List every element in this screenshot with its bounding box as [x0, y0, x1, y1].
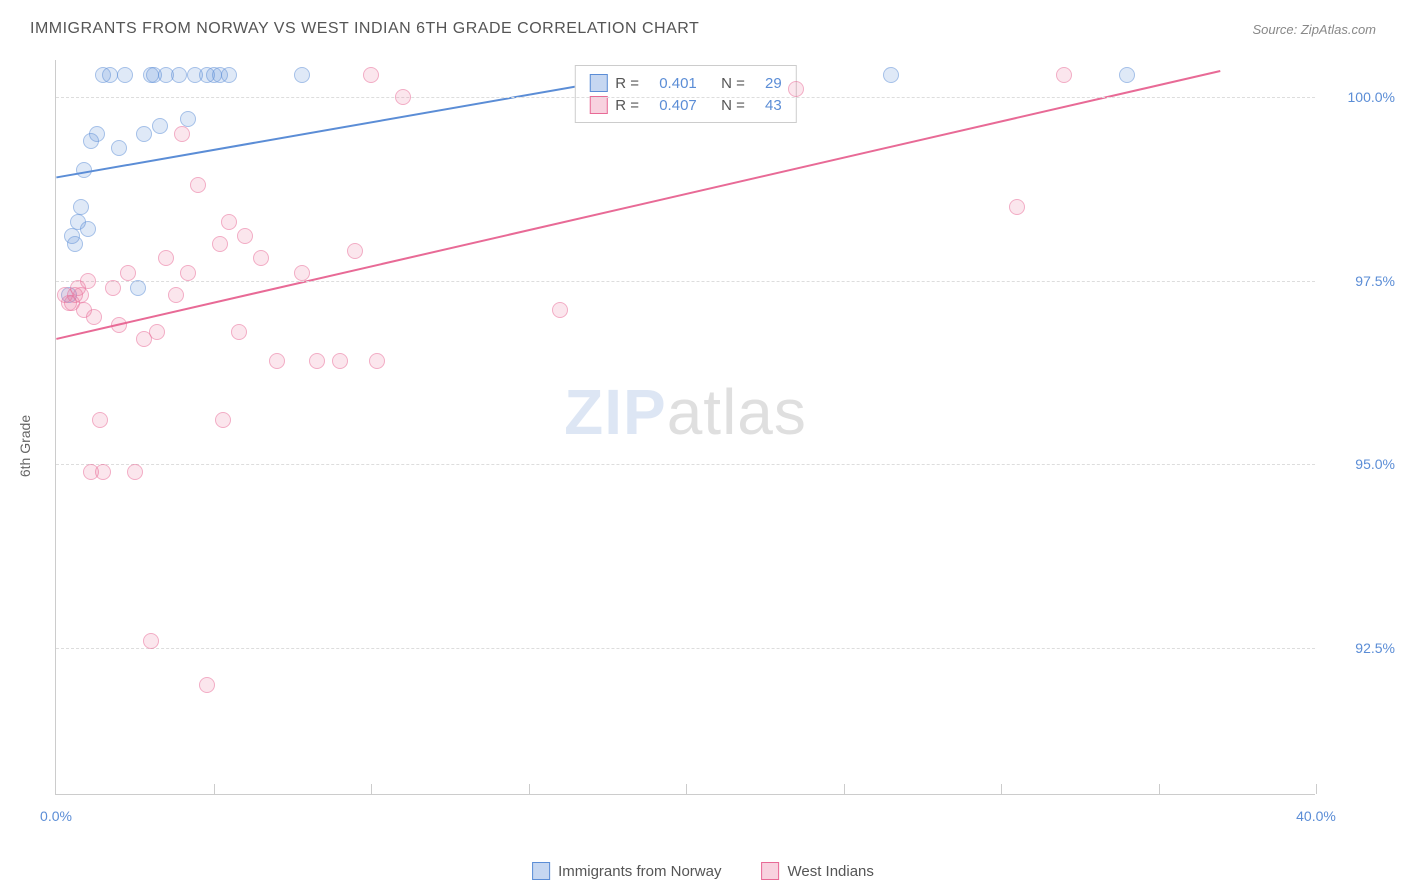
- data-point: [231, 324, 247, 340]
- data-point: [174, 126, 190, 142]
- data-point: [180, 265, 196, 281]
- data-point: [136, 126, 152, 142]
- y-tick-label: 92.5%: [1325, 640, 1395, 656]
- data-point: [111, 317, 127, 333]
- data-point: [86, 309, 102, 325]
- data-point: [80, 221, 96, 237]
- x-tick-label: 40.0%: [1296, 808, 1336, 824]
- swatch-norway-icon: [589, 74, 607, 92]
- data-point: [788, 81, 804, 97]
- data-point: [152, 118, 168, 134]
- x-gridmark: [371, 784, 372, 794]
- x-gridmark: [1001, 784, 1002, 794]
- data-point: [180, 111, 196, 127]
- y-tick-label: 95.0%: [1325, 456, 1395, 472]
- data-point: [294, 67, 310, 83]
- y-tick-label: 100.0%: [1325, 89, 1395, 105]
- swatch-norway-icon: [532, 862, 550, 880]
- swatch-westindian-icon: [589, 96, 607, 114]
- data-point: [395, 89, 411, 105]
- data-point: [1009, 199, 1025, 215]
- data-point: [237, 228, 253, 244]
- data-point: [117, 67, 133, 83]
- legend-row-norway: R = 0.401 N = 29: [589, 72, 781, 94]
- data-point: [1056, 67, 1072, 83]
- gridline: [56, 648, 1315, 649]
- data-point: [89, 126, 105, 142]
- data-point: [92, 412, 108, 428]
- x-gridmark: [214, 784, 215, 794]
- data-point: [120, 265, 136, 281]
- data-point: [158, 250, 174, 266]
- data-point: [190, 177, 206, 193]
- data-point: [67, 236, 83, 252]
- data-point: [212, 236, 228, 252]
- x-gridmark: [1159, 784, 1160, 794]
- data-point: [73, 199, 89, 215]
- data-point: [171, 67, 187, 83]
- data-point: [883, 67, 899, 83]
- data-point: [552, 302, 568, 318]
- swatch-westindian-icon: [761, 862, 779, 880]
- data-point: [294, 265, 310, 281]
- data-point: [363, 67, 379, 83]
- data-point: [215, 412, 231, 428]
- data-point: [95, 464, 111, 480]
- data-point: [102, 67, 118, 83]
- gridline: [56, 281, 1315, 282]
- data-point: [80, 273, 96, 289]
- data-point: [168, 287, 184, 303]
- data-point: [1119, 67, 1135, 83]
- data-point: [76, 162, 92, 178]
- data-point: [73, 287, 89, 303]
- data-point: [221, 67, 237, 83]
- y-axis-label: 6th Grade: [17, 415, 33, 477]
- data-point: [369, 353, 385, 369]
- gridline: [56, 464, 1315, 465]
- data-point: [130, 280, 146, 296]
- data-point: [105, 280, 121, 296]
- data-point: [347, 243, 363, 259]
- data-point: [111, 140, 127, 156]
- data-point: [143, 633, 159, 649]
- data-point: [309, 353, 325, 369]
- gridline: [56, 97, 1315, 98]
- x-gridmark: [844, 784, 845, 794]
- data-point: [127, 464, 143, 480]
- data-point: [199, 677, 215, 693]
- x-gridmark: [529, 784, 530, 794]
- data-point: [221, 214, 237, 230]
- trend-lines: [56, 60, 1315, 794]
- data-point: [269, 353, 285, 369]
- source-label: Source: ZipAtlas.com: [1252, 22, 1376, 37]
- x-tick-label: 0.0%: [40, 808, 72, 824]
- series-legend: Immigrants from Norway West Indians: [532, 862, 874, 880]
- x-gridmark: [686, 784, 687, 794]
- data-point: [332, 353, 348, 369]
- x-gridmark: [1316, 784, 1317, 794]
- y-tick-label: 97.5%: [1325, 273, 1395, 289]
- chart-title: IMMIGRANTS FROM NORWAY VS WEST INDIAN 6T…: [30, 20, 699, 38]
- data-point: [149, 324, 165, 340]
- data-point: [253, 250, 269, 266]
- chart-plot-area: ZIPatlas R = 0.401 N = 29 R = 0.407 N = …: [55, 60, 1315, 795]
- correlation-legend: R = 0.401 N = 29 R = 0.407 N = 43: [574, 65, 796, 123]
